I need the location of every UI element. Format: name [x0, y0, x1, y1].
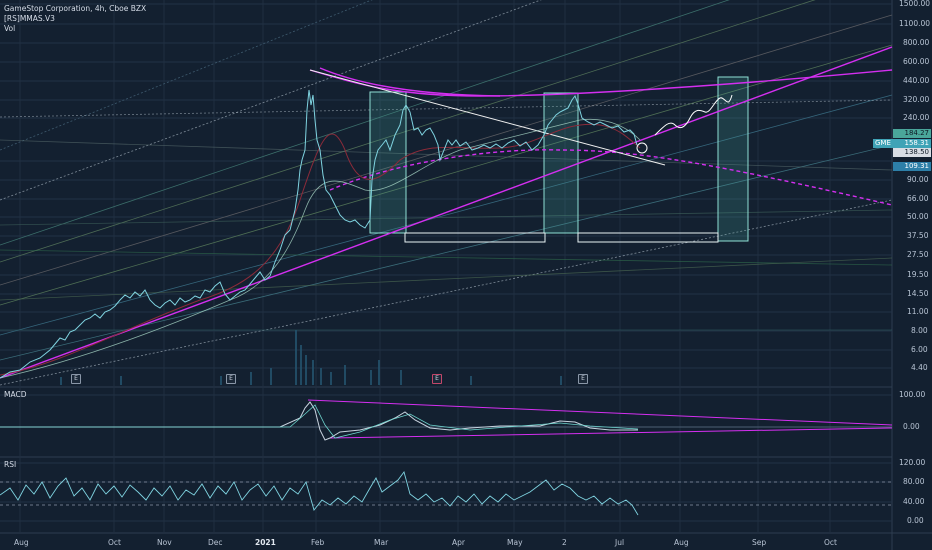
rsi-tick: 40.00 — [903, 497, 925, 506]
time-tick: 2021 — [255, 538, 276, 547]
time-tick: 2 — [562, 538, 567, 547]
ticker-label: GME — [875, 139, 891, 147]
time-tick: May — [507, 538, 523, 547]
time-tick: Sep — [752, 538, 767, 547]
price-tag-gme: GME 158.31 — [873, 139, 931, 148]
price-tag-138: 138.50 — [893, 148, 931, 157]
last-price-label: 158.31 — [904, 139, 930, 147]
rsi-tick: 120.00 — [899, 458, 926, 467]
earnings-event-marker[interactable]: E — [226, 374, 236, 384]
price-tick: 8.00 — [911, 326, 928, 335]
time-tick: Nov — [157, 538, 172, 547]
price-tick: 27.50 — [907, 250, 929, 259]
time-tick: Jul — [615, 538, 625, 547]
earnings-event-marker[interactable]: E — [578, 374, 588, 384]
price-tick: 6.00 — [911, 345, 928, 354]
price-tick: 1100.00 — [899, 19, 931, 28]
price-tick: 66.00 — [907, 194, 929, 203]
macd-tick: 100.00 — [899, 390, 926, 399]
macd-tick: 0.00 — [903, 422, 920, 431]
price-tick: 320.00 — [903, 95, 930, 104]
earnings-event-marker[interactable]: E — [432, 374, 442, 384]
price-tick: 19.50 — [907, 270, 929, 279]
macd-label[interactable]: MACD — [4, 390, 27, 399]
time-tick: Oct — [824, 538, 837, 547]
price-tag-184: 184.27 — [893, 129, 931, 138]
time-tick: Dec — [208, 538, 223, 547]
time-tick: Aug — [674, 538, 689, 547]
rsi-label[interactable]: RSI — [4, 460, 17, 469]
price-tick: 1500.00 — [899, 0, 931, 8]
time-tick: Mar — [374, 538, 389, 547]
price-tick: 4.40 — [911, 363, 928, 372]
price-tag-109: 109.31 — [893, 162, 931, 171]
price-axis[interactable]: 1500.00 1100.00 800.00 600.00 440.00 320… — [893, 0, 932, 387]
price-tick: 11.00 — [907, 307, 929, 316]
price-tick: 440.00 — [903, 76, 930, 85]
price-tick: 50.00 — [907, 212, 929, 221]
indicator-volume-label[interactable]: Vol — [4, 24, 16, 33]
time-axis[interactable]: Aug Oct Nov Dec 2021 Feb Mar Apr May 2 J… — [0, 534, 892, 550]
time-tick: Apr — [452, 538, 465, 547]
rsi-tick: 0.00 — [907, 516, 924, 525]
symbol-title[interactable]: GameStop Corporation, 4h, Cboe BZX — [4, 4, 147, 13]
price-tick: 240.00 — [903, 113, 930, 122]
rsi-tick: 80.00 — [903, 477, 925, 486]
time-tick: Aug — [14, 538, 29, 547]
price-tick: 14.50 — [907, 289, 929, 298]
earnings-event-marker[interactable]: E — [71, 374, 81, 384]
price-tick: 600.00 — [903, 57, 930, 66]
price-tick: 37.50 — [907, 231, 929, 240]
price-tick: 90.00 — [907, 175, 929, 184]
indicator-mmas-label[interactable]: [RS]MMAS.V3 — [4, 14, 55, 23]
price-tick: 800.00 — [903, 38, 930, 47]
time-tick: Oct — [108, 538, 121, 547]
time-tick: Feb — [311, 538, 325, 547]
